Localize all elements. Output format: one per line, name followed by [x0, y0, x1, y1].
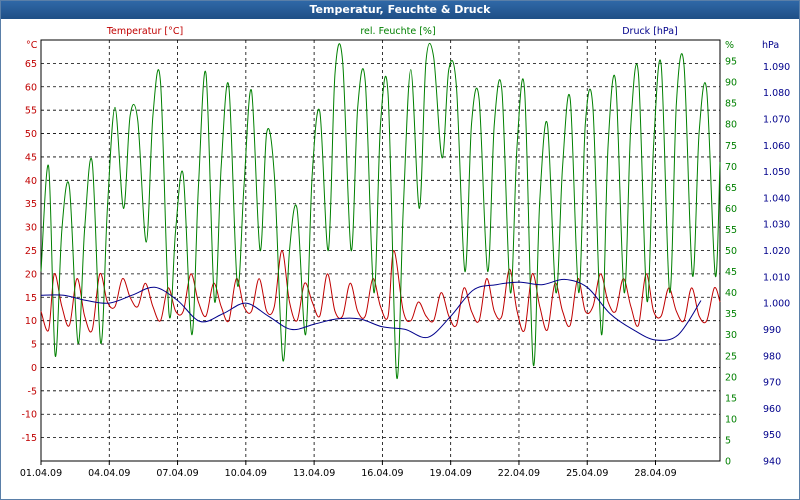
temperature-tick-label: 20	[25, 269, 37, 280]
x-tick-label: 10.04.09	[225, 468, 267, 479]
humidity-tick-label: 60	[725, 204, 737, 215]
temperature-tick-label: -5	[28, 386, 37, 397]
humidity-tick-label: 95	[725, 57, 737, 68]
pressure-series-line	[40, 278, 702, 341]
temperature-tick-label: 35	[25, 199, 37, 210]
chart-grid	[40, 39, 721, 462]
x-tick-label: 28.04.09	[634, 468, 676, 479]
x-tick-label: 04.04.09	[88, 468, 130, 479]
pressure-tick-label: 1.020	[763, 246, 790, 257]
humidity-tick-label: 90	[725, 78, 737, 89]
pressure-tick-label: 1.010	[763, 272, 790, 283]
humidity-tick-label: 65	[725, 183, 737, 194]
x-tick-label: 07.04.09	[156, 468, 198, 479]
temperature-tick-label: -10	[21, 410, 37, 421]
temperature-tick-label: -15	[21, 433, 37, 444]
axis-labels: Temperatur [°C] rel. Feuchte [%] Druck […	[26, 26, 779, 51]
humidity-tick-label: 35	[725, 309, 737, 320]
humidity-tick-label: 85	[725, 99, 737, 110]
humidity-tick-label: 75	[725, 141, 737, 152]
pressure-tick-label: 1.030	[763, 220, 790, 231]
temperature-tick-label: 65	[25, 59, 37, 70]
humidity-tick-label: 0	[725, 457, 731, 468]
x-tick-label: 01.04.09	[20, 468, 62, 479]
humidity-unit-label: %	[725, 40, 734, 51]
humidity-tick-label: 15	[725, 393, 737, 404]
humidity-tick-label: 30	[725, 330, 737, 341]
humidity-tick-label: 40	[725, 288, 737, 299]
pressure-unit-label: hPa	[762, 40, 779, 51]
humidity-axis-title: rel. Feuchte [%]	[360, 26, 435, 37]
pressure-tick-label: 970	[763, 378, 781, 389]
pressure-tick-label: 1.050	[763, 167, 790, 178]
temperature-tick-label: 40	[25, 176, 37, 187]
humidity-tick-label: 50	[725, 246, 737, 257]
temperature-series-line	[40, 249, 721, 333]
humidity-tick-label: 20	[725, 372, 737, 383]
temperature-tick-label: 0	[31, 363, 37, 374]
x-tick-label: 16.04.09	[361, 468, 403, 479]
temperature-tick-label: 50	[25, 129, 37, 140]
temperature-unit-label: °C	[26, 40, 38, 51]
humidity-tick-label: 5	[725, 435, 731, 446]
pressure-tick-label: 1.060	[763, 141, 790, 152]
temperature-tick-label: 30	[25, 223, 37, 234]
pressure-tick-label: 1.040	[763, 193, 790, 204]
humidity-tick-label: 45	[725, 267, 737, 278]
temperature-axis-title: Temperatur [°C]	[106, 26, 183, 37]
temperature-tick-label: 60	[25, 82, 37, 93]
humidity-tick-label: 80	[725, 120, 737, 131]
pressure-tick-label: 980	[763, 351, 781, 362]
humidity-tick-label: 25	[725, 351, 737, 362]
temperature-tick-label: 55	[25, 106, 37, 117]
pressure-tick-label: 990	[763, 325, 781, 336]
chart-series	[40, 42, 721, 380]
temperature-tick-label: 10	[25, 316, 37, 327]
window-title: Temperatur, Feuchte & Druck	[1, 1, 799, 19]
pressure-tick-label: 1.070	[763, 114, 790, 125]
x-tick-label: 22.04.09	[498, 468, 540, 479]
humidity-tick-label: 70	[725, 162, 737, 173]
humidity-tick-label: 10	[725, 414, 737, 425]
pressure-tick-label: 1.090	[763, 62, 790, 73]
pressure-tick-label: 1.000	[763, 299, 790, 310]
temperature-tick-label: 45	[25, 152, 37, 163]
x-tick-label: 13.04.09	[293, 468, 335, 479]
pressure-tick-label: 960	[763, 404, 781, 415]
x-tick-label: 19.04.09	[430, 468, 472, 479]
humidity-tick-label: 55	[725, 225, 737, 236]
pressure-tick-label: 1.080	[763, 88, 790, 99]
x-tick-label: 25.04.09	[566, 468, 608, 479]
temperature-tick-label: 5	[31, 340, 37, 351]
temperature-tick-label: 15	[25, 293, 37, 304]
humidity-series-line	[40, 42, 721, 380]
tick-labels: -15 -10 -5 0 5 10 15 20 25 30 35 40 45 50 55 60 65 0 5 10 15…	[20, 57, 790, 479]
temperature-tick-label: 25	[25, 246, 37, 257]
pressure-tick-label: 940	[763, 457, 781, 468]
pressure-tick-label: 950	[763, 430, 781, 441]
pressure-axis-title: Druck [hPa]	[622, 26, 678, 37]
